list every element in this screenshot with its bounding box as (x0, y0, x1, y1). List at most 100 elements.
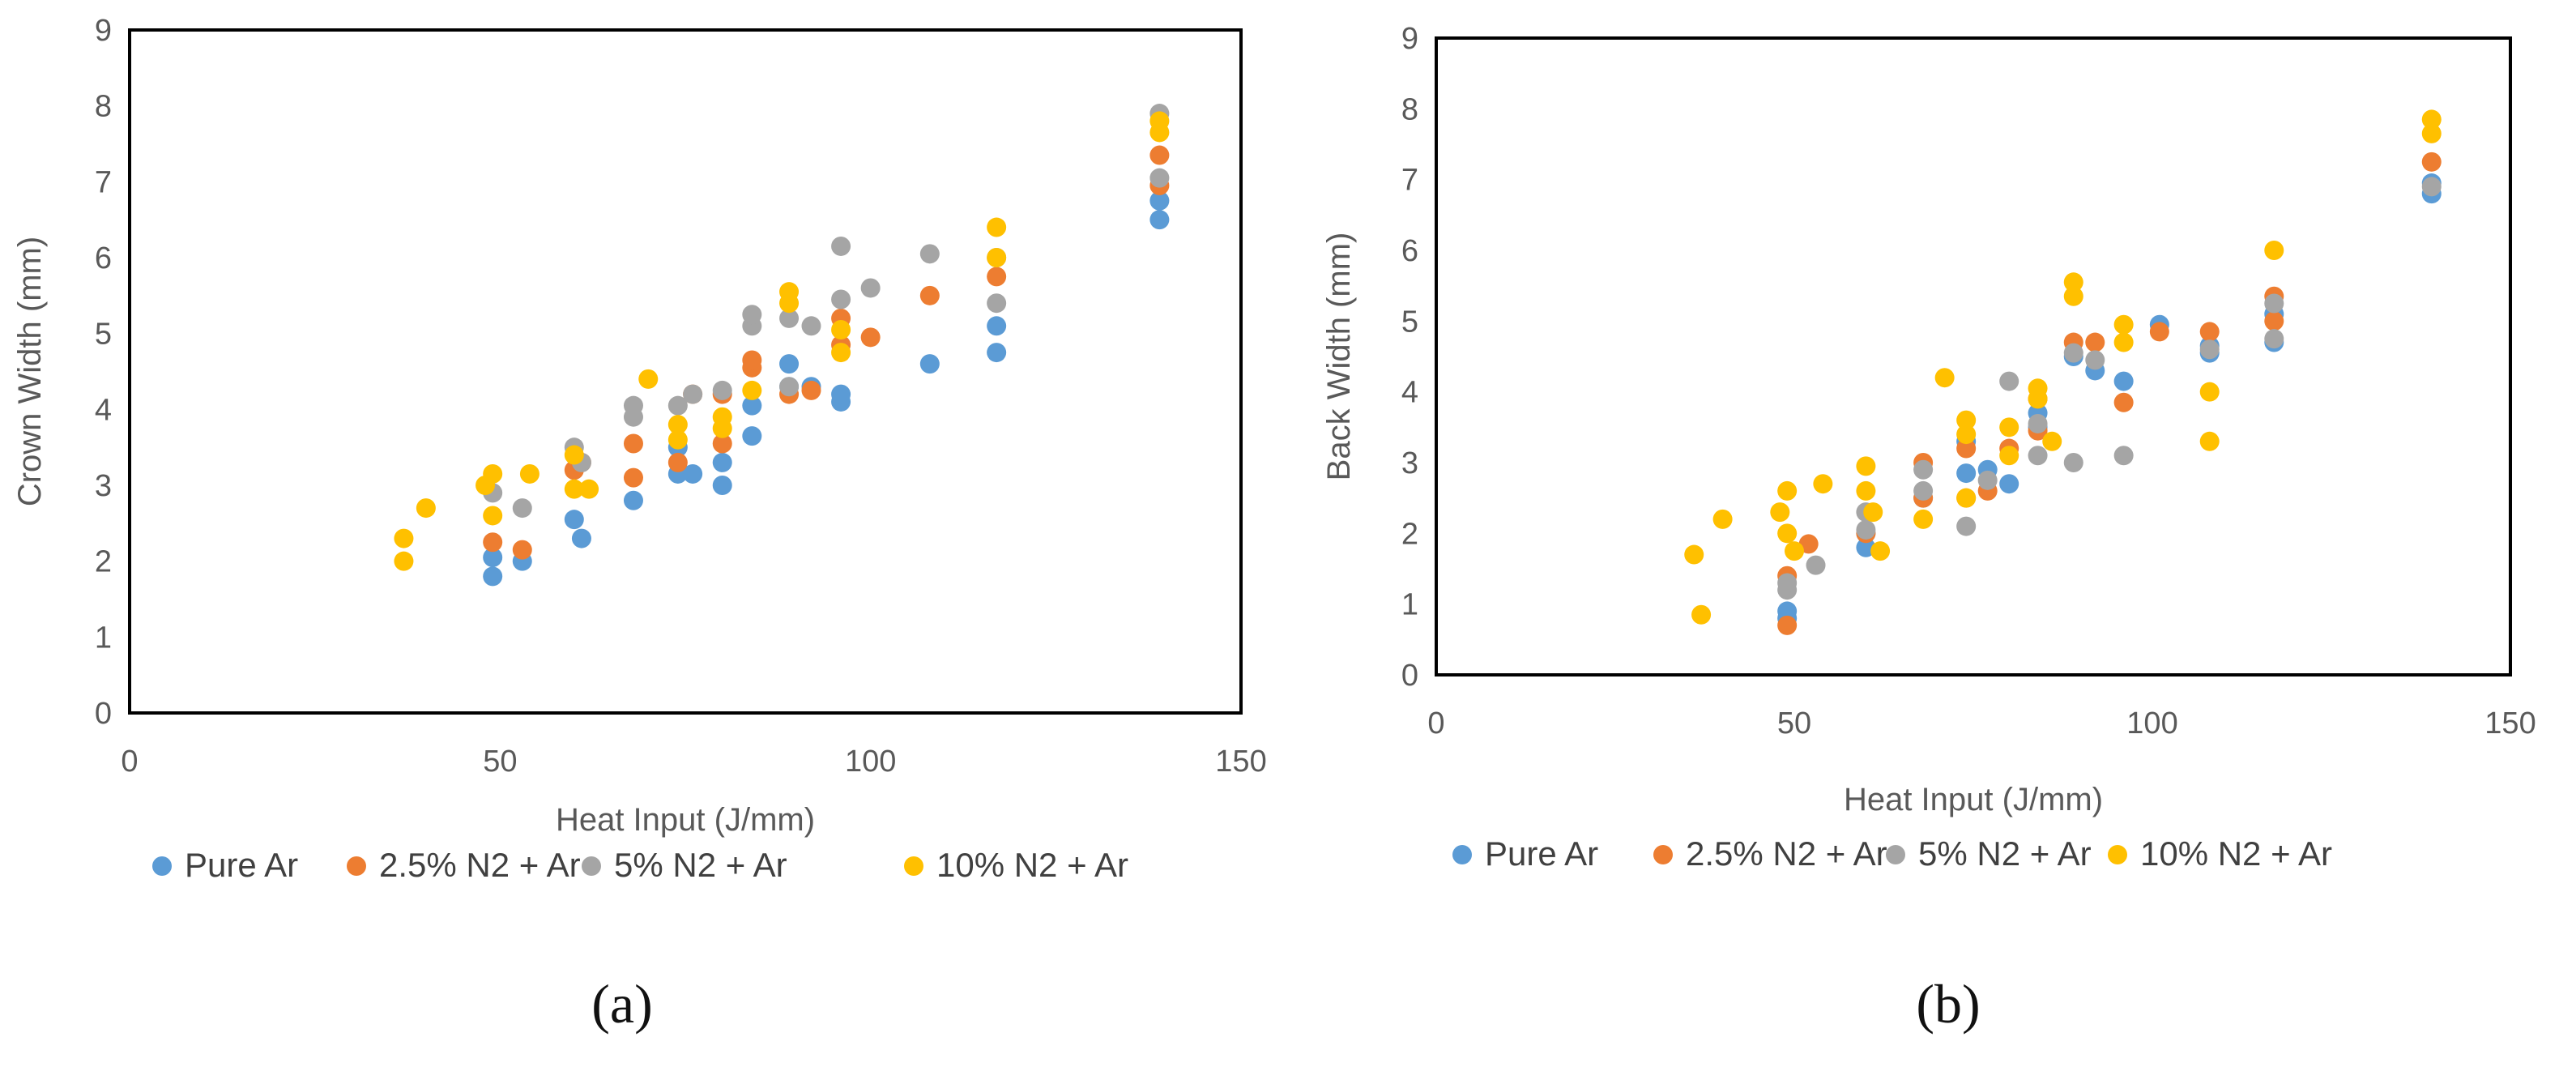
data-point (483, 463, 503, 484)
y-tick-label: 2 (95, 545, 112, 579)
y-tick-label: 3 (1401, 446, 1418, 480)
data-point (2085, 332, 2105, 352)
data-point (483, 532, 503, 553)
data-point (2421, 177, 2442, 197)
y-axis-title: Crown Width (mm) (12, 237, 48, 506)
data-point (919, 285, 940, 305)
data-point (564, 445, 584, 465)
x-tick-label: 50 (483, 745, 517, 779)
data-point (987, 316, 1007, 336)
data-point (1956, 410, 1977, 430)
legend-label: 2.5% N2 + Ar (1686, 834, 1887, 873)
data-point (1777, 480, 1798, 501)
data-point (683, 463, 703, 484)
data-point (1149, 190, 1170, 211)
data-point (1999, 446, 2019, 466)
x-tick-label: 150 (1215, 745, 1266, 779)
data-point (1712, 509, 1733, 529)
legend-marker (2108, 845, 2127, 864)
data-point (2113, 371, 2134, 391)
plot-area-frame (128, 28, 1243, 715)
data-point (2063, 286, 2083, 306)
y-tick-label: 7 (95, 165, 112, 199)
data-point (987, 293, 1007, 314)
data-point (1999, 474, 2019, 494)
data-point (2042, 431, 2062, 451)
y-tick-label: 0 (1401, 659, 1418, 693)
data-point (512, 498, 532, 519)
data-point (2063, 272, 2083, 292)
data-point (2063, 343, 2083, 363)
data-point (667, 452, 688, 472)
chart-a: 0 1 2 3 4 5 6 7 8 9 0 50 100 150 Heat Input (J/mm) Crow… (12, 14, 1267, 1035)
data-point (1977, 470, 1998, 490)
x-tick-label: 100 (845, 745, 896, 779)
series-2 (1777, 177, 2442, 600)
y-tick-label: 9 (1401, 22, 1418, 56)
legend-label: 5% N2 + Ar (1918, 834, 2092, 873)
data-point (683, 384, 703, 404)
legend-label: Pure Ar (1485, 834, 1598, 873)
data-point (1856, 480, 1876, 501)
y-tick-label: 6 (1401, 234, 1418, 268)
data-point (512, 540, 532, 560)
data-point (623, 395, 643, 416)
data-point (987, 248, 1007, 267)
data-point (742, 305, 762, 325)
data-point (571, 528, 591, 548)
data-point (2264, 241, 2284, 260)
data-point (2264, 293, 2284, 314)
y-tick-label: 9 (95, 14, 112, 48)
y-tick-label: 7 (1401, 164, 1418, 198)
legend-label: 2.5% N2 + Ar (379, 846, 581, 884)
y-tick-label: 4 (1401, 376, 1418, 410)
legend-label: 5% N2 + Ar (614, 846, 787, 884)
series-3 (1684, 109, 2442, 625)
data-point (1856, 456, 1876, 476)
data-point (1770, 502, 1790, 523)
data-point (2199, 431, 2220, 451)
data-point (801, 380, 821, 400)
y-axis-title: Back Width (mm) (1321, 233, 1357, 481)
data-point (1999, 371, 2019, 391)
data-point (667, 395, 688, 416)
data-point (2063, 453, 2083, 472)
data-point (860, 278, 881, 298)
data-point (1806, 555, 1826, 575)
data-point (801, 316, 821, 336)
data-point (779, 308, 800, 328)
data-point (394, 551, 414, 571)
series-1 (483, 145, 1170, 560)
legend-marker (582, 856, 601, 876)
data-point (831, 384, 851, 404)
data-point (394, 528, 414, 548)
data-point (519, 463, 540, 484)
y-tick-label: 1 (1401, 588, 1418, 622)
data-point (831, 289, 851, 309)
data-point (2199, 339, 2220, 360)
data-point (416, 498, 436, 519)
data-point (1956, 488, 1977, 508)
y-tick-label: 5 (1401, 305, 1418, 339)
data-point (1777, 615, 1798, 635)
figure-caption: (b) (1916, 973, 1980, 1035)
data-point (742, 395, 762, 416)
legend-marker (1653, 845, 1673, 864)
data-point (1777, 601, 1798, 621)
data-point (579, 479, 599, 499)
data-point (742, 426, 762, 446)
y-tick-label: 0 (95, 697, 112, 731)
legend-label: Pure Ar (185, 846, 298, 884)
data-point (623, 467, 643, 488)
data-point (779, 354, 800, 374)
data-point (1777, 523, 1798, 544)
data-point (987, 267, 1007, 287)
data-point (987, 217, 1007, 237)
data-point (667, 415, 688, 435)
data-point (2199, 322, 2220, 342)
data-point (831, 343, 851, 363)
data-point (712, 476, 732, 495)
data-point (712, 452, 732, 472)
y-tick-label: 8 (1401, 92, 1418, 126)
x-axis-title: Heat Input (J/mm) (1844, 782, 2103, 817)
